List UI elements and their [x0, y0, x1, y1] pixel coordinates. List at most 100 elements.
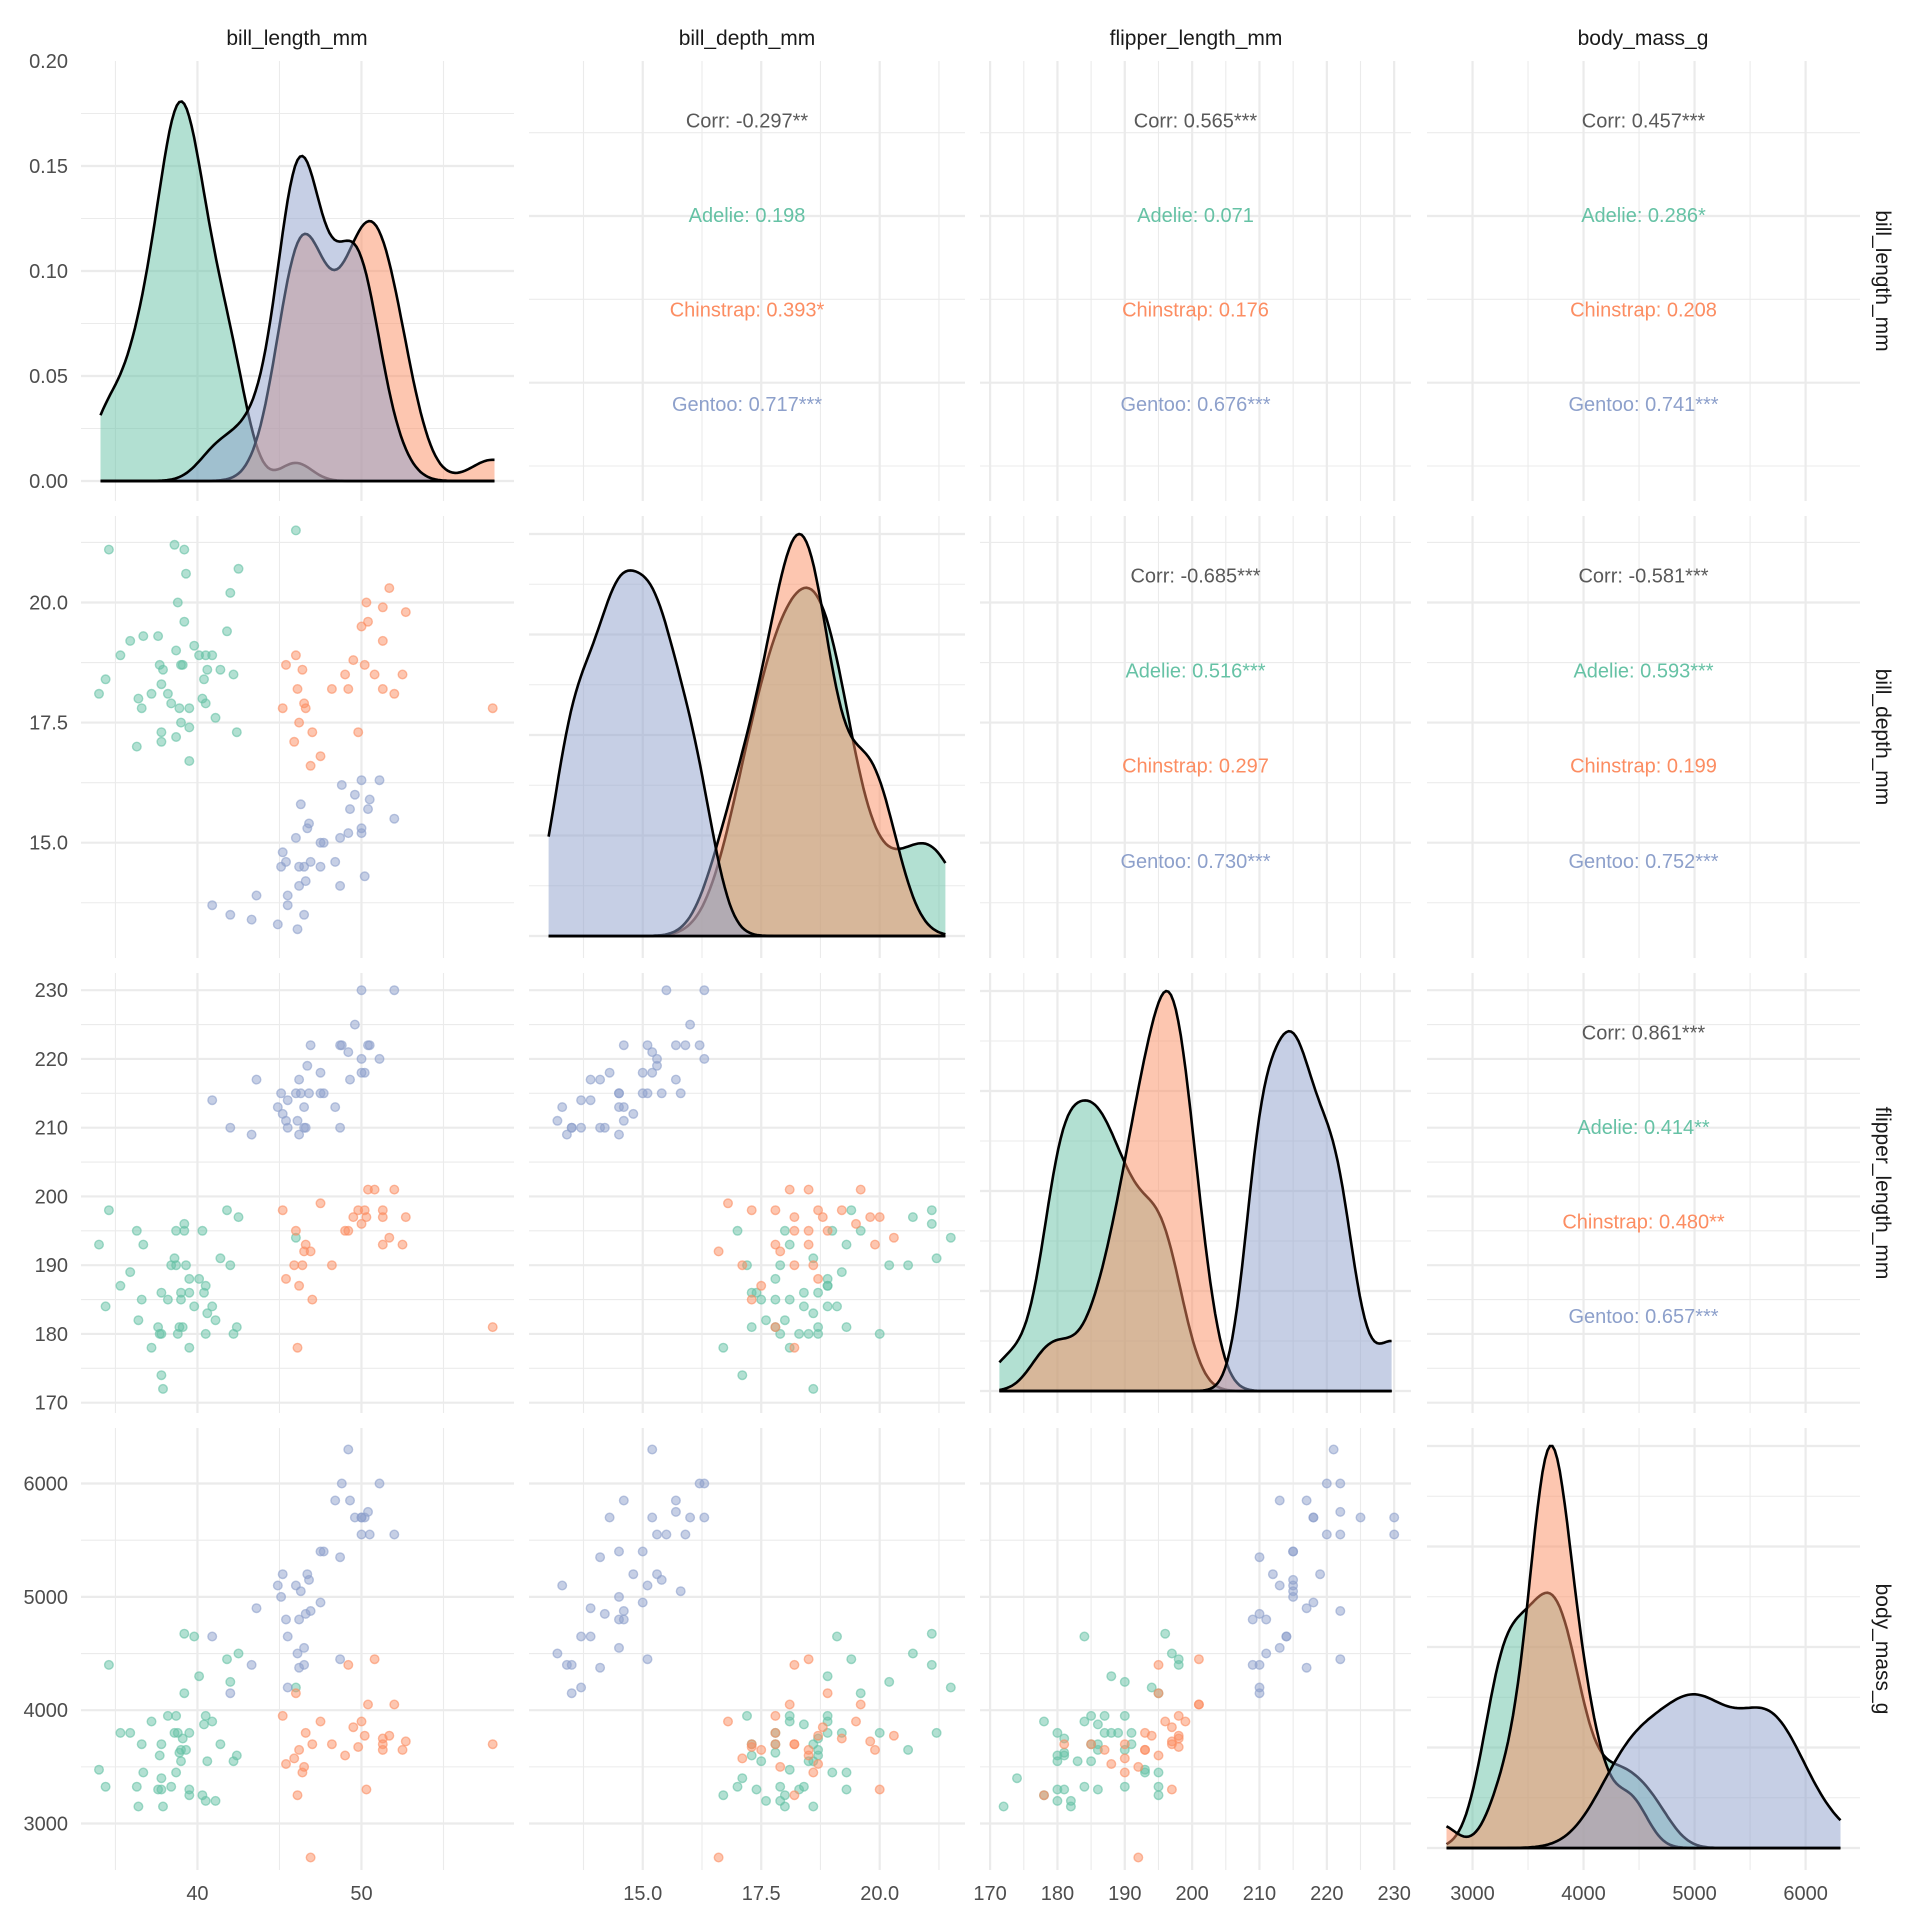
data-point-chinstrap — [369, 1184, 380, 1195]
panel-bill_depth_mm-vs-flipper_length_mm: Corr: -0.685*** Adelie: 0.516*** Chinstrap… — [1120, 566, 1270, 873]
data-point-chinstrap — [803, 1184, 814, 1195]
data-point-adelie — [775, 1781, 786, 1792]
data-point-gentoo — [304, 818, 315, 829]
panel-body_mass_g-vs-flipper_length_mm — [998, 1444, 1400, 1863]
data-point-adelie — [198, 674, 209, 685]
data-point-gentoo — [246, 1129, 257, 1140]
data-point-gentoo — [699, 1512, 710, 1523]
data-point-gentoo — [299, 1102, 310, 1113]
y-tick-label: 0.15 — [29, 156, 68, 178]
data-point-adelie — [207, 1301, 218, 1312]
data-point-chinstrap — [377, 1744, 388, 1755]
data-point-adelie — [103, 1205, 114, 1216]
data-point-chinstrap — [746, 1294, 757, 1305]
correlation-overall: Corr: 0.565*** — [1134, 110, 1258, 132]
data-point-gentoo — [300, 876, 311, 887]
data-point-adelie — [100, 674, 111, 685]
data-point-gentoo — [225, 1122, 236, 1133]
data-point-adelie — [215, 1739, 226, 1750]
data-point-gentoo — [349, 1019, 360, 1030]
correlation-chinstrap: Chinstrap: 0.199 — [1570, 756, 1717, 778]
data-point-gentoo — [315, 861, 326, 872]
data-point-adelie — [146, 1716, 157, 1727]
label-layer: bill_length_mm bill_depth_mm flipper_len… — [24, 27, 1895, 1905]
data-point-chinstrap — [851, 1218, 862, 1229]
data-point-gentoo — [294, 1074, 305, 1085]
data-point-chinstrap — [1133, 1852, 1144, 1863]
data-point-adelie — [184, 1273, 195, 1284]
data-point-adelie — [207, 650, 218, 661]
data-point-chinstrap — [289, 1260, 300, 1271]
panel-flipper_length_mm-vs-body_mass_g: Corr: 0.861*** Adelie: 0.414** Chinstrap: … — [1562, 1022, 1725, 1328]
data-point-chinstrap — [1133, 1761, 1144, 1772]
data-point-adelie — [174, 703, 185, 714]
data-point-chinstrap — [888, 1730, 899, 1741]
data-point-gentoo — [561, 1129, 572, 1140]
data-point-gentoo — [1355, 1512, 1366, 1523]
data-point-gentoo — [294, 880, 305, 891]
data-point-adelie — [1052, 1727, 1063, 1738]
data-point-adelie — [1099, 1710, 1110, 1721]
data-point-gentoo — [315, 1067, 326, 1078]
data-point-adelie — [171, 1710, 182, 1721]
data-point-gentoo — [282, 1631, 293, 1642]
data-point-gentoo — [343, 828, 354, 839]
data-point-adelie — [180, 568, 191, 579]
y-tick-label: 15.0 — [29, 833, 68, 855]
data-point-adelie — [775, 1260, 786, 1271]
data-point-chinstrap — [326, 684, 337, 695]
data-point-adelie — [732, 1225, 743, 1236]
density-area-gentoo — [548, 570, 946, 936]
data-point-chinstrap — [290, 650, 301, 661]
data-point-adelie — [1106, 1727, 1117, 1738]
data-point-adelie — [1166, 1648, 1177, 1659]
correlation-gentoo: Gentoo: 0.741*** — [1568, 394, 1718, 416]
data-point-gentoo — [604, 1067, 615, 1078]
data-point-adelie — [225, 587, 236, 598]
data-point-chinstrap — [1173, 1710, 1184, 1721]
data-point-gentoo — [282, 1122, 293, 1133]
data-point-gentoo — [614, 1642, 625, 1653]
panel-bill_depth_mm-vs-bill_depth_mm — [547, 532, 947, 938]
data-point-adelie — [125, 1727, 136, 1738]
panel-bill_length_mm-vs-flipper_length_mm: Corr: 0.565*** Adelie: 0.071 Chinstrap: 0.… — [1120, 110, 1270, 416]
data-point-adelie — [742, 1710, 753, 1721]
data-point-gentoo — [595, 1552, 606, 1563]
data-point-chinstrap — [756, 1744, 767, 1755]
data-point-adelie — [841, 1239, 852, 1250]
data-point-adelie — [169, 539, 180, 550]
data-point-adelie — [808, 1801, 819, 1812]
data-point-adelie — [171, 1225, 182, 1236]
data-point-gentoo — [281, 856, 292, 867]
data-point-chinstrap — [377, 1212, 388, 1223]
data-point-chinstrap — [353, 1741, 364, 1752]
data-point-adelie — [903, 1744, 914, 1755]
correlation-adelie: Adelie: 0.414** — [1577, 1117, 1710, 1139]
data-point-chinstrap — [300, 703, 311, 714]
data-point-gentoo — [576, 1631, 587, 1642]
data-point-adelie — [136, 1294, 147, 1305]
data-point-gentoo — [699, 985, 710, 996]
data-point-gentoo — [585, 1631, 596, 1642]
data-point-gentoo — [614, 1546, 625, 1557]
data-point-chinstrap — [326, 1739, 337, 1750]
data-point-chinstrap — [377, 635, 388, 646]
data-point-adelie — [133, 1315, 144, 1326]
panel-bill_length_mm-vs-bill_length_mm — [99, 100, 495, 483]
data-point-gentoo — [552, 1115, 563, 1126]
data-point-adelie — [808, 1383, 819, 1394]
data-point-gentoo — [315, 1597, 326, 1608]
data-point-gentoo — [680, 1529, 691, 1540]
density-area-chinstrap — [999, 991, 1392, 1391]
data-point-gentoo — [304, 1088, 315, 1099]
data-point-adelie — [171, 645, 182, 656]
y-tick-label: 190 — [35, 1255, 68, 1277]
data-point-adelie — [775, 1795, 786, 1806]
correlation-gentoo: Gentoo: 0.676*** — [1120, 394, 1270, 416]
data-point-gentoo — [363, 804, 374, 815]
data-point-chinstrap — [1099, 1744, 1110, 1755]
data-point-chinstrap — [400, 1212, 411, 1223]
data-point-gentoo — [277, 1569, 288, 1580]
data-point-gentoo — [299, 861, 310, 872]
